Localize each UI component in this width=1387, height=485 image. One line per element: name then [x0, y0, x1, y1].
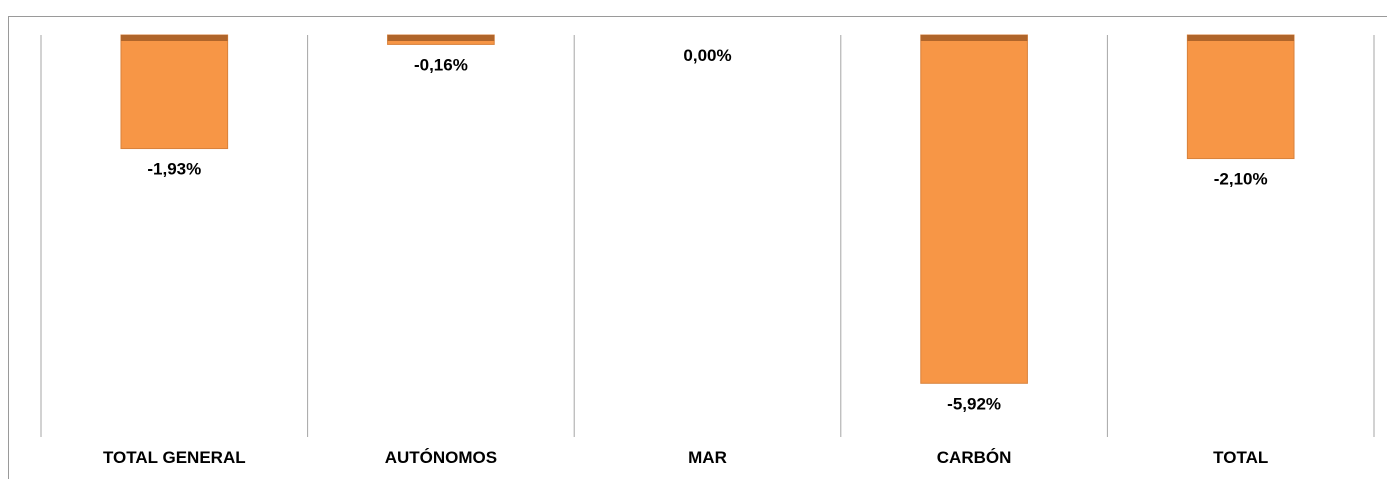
- data-label: -5,92%: [947, 394, 1001, 413]
- bar-top-edge: [920, 35, 1028, 41]
- bar-top-edge: [387, 35, 495, 41]
- bar: [120, 34, 229, 150]
- bars: [120, 34, 1295, 384]
- category-label: TOTAL GENERAL: [103, 448, 246, 467]
- bar-top-edge: [1187, 35, 1295, 41]
- data-label: -0,16%: [414, 55, 468, 74]
- category-label: MAR: [688, 448, 727, 467]
- bar-top-edge: [120, 35, 228, 41]
- category-label: AUTÓNOMOS: [385, 448, 497, 467]
- gridlines: [40, 35, 1375, 437]
- data-label: -1,93%: [147, 160, 201, 179]
- data-label: 0,00%: [683, 46, 731, 65]
- data-label: -2,10%: [1214, 170, 1268, 189]
- chart-area: -1,93% -0,16% 0,00% -5,92% -2,10% TOTAL GENE…: [8, 16, 1387, 479]
- bar: [1186, 34, 1295, 160]
- category-label: CARBÓN: [937, 448, 1012, 467]
- data-labels: -1,93% -0,16% 0,00% -5,92% -2,10%: [147, 46, 1267, 413]
- bar-chart: -1,93% -0,16% 0,00% -5,92% -2,10% TOTAL GENE…: [40, 34, 1375, 467]
- category-label: TOTAL: [1213, 448, 1268, 467]
- bar: [920, 34, 1028, 384]
- category-labels: TOTAL GENERAL AUTÓNOMOS MAR CARBÓN TOTAL: [103, 448, 1268, 467]
